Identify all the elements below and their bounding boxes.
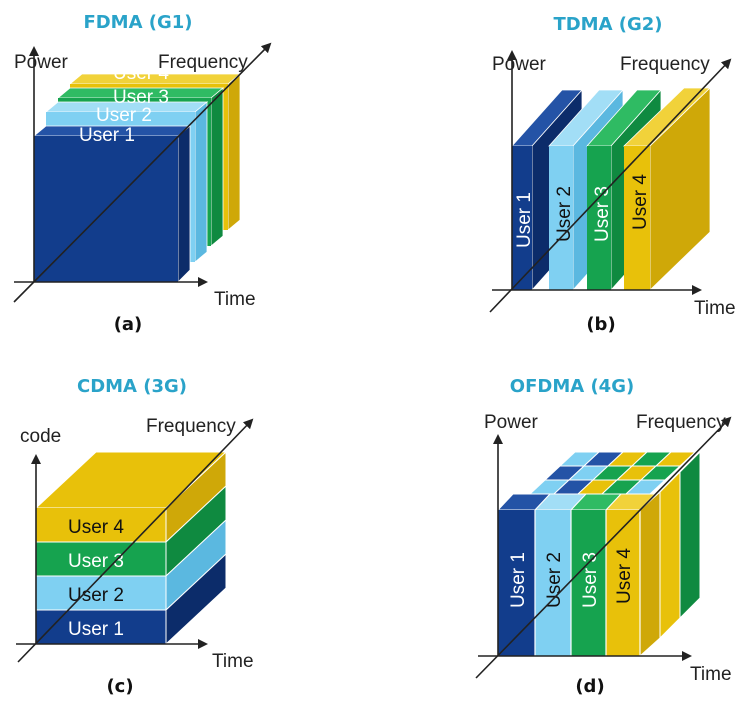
- cdma-block: [34, 450, 228, 646]
- panel-c-title: CDMA (3G): [77, 376, 187, 397]
- ofdma-user1-label: User 1: [508, 552, 529, 608]
- ofdma-grid: [496, 450, 701, 658]
- panel-fdma: FDMA (G1) Power Frequency User 4 User 3 …: [13, 12, 272, 335]
- fdma-user3-label: User 3: [113, 87, 169, 108]
- ofdma-column-user3: [571, 510, 606, 656]
- panel-c-sublabel: (c): [106, 676, 133, 697]
- fdma-user1-label: User 1: [79, 125, 135, 146]
- panel-c-y-axis-label: code: [20, 426, 61, 447]
- panel-b-z-axis: [489, 58, 732, 313]
- panel-c-z-axis: [17, 418, 254, 663]
- panel-a-sublabel: (a): [114, 314, 143, 335]
- ofdma-column-user1: [498, 510, 535, 656]
- panel-d-title: OFDMA (4G): [510, 376, 634, 397]
- tdma-user4-label: User 4: [630, 174, 651, 230]
- cdma-layer-user4: [36, 508, 166, 542]
- cdma-user2-label: User 2: [68, 585, 124, 606]
- panel-d-sublabel: (d): [575, 676, 604, 697]
- ofdma-column-user2: [535, 510, 571, 656]
- panel-ofdma: OFDMA (4G) Power Frequency: [475, 376, 732, 697]
- panel-c-z-axis-label: Frequency: [146, 416, 236, 437]
- fdma-user4-label: User 4: [113, 63, 169, 84]
- ofdma-user4-label: User 4: [614, 548, 635, 604]
- cdma-user4-label: User 4: [68, 517, 124, 538]
- panel-a-title: FDMA (G1): [83, 12, 192, 33]
- panel-b-sublabel: (b): [586, 314, 615, 335]
- panel-b-x-axis-label: Time: [694, 298, 736, 319]
- fdma-user2-label: User 2: [96, 105, 152, 126]
- panel-c-x-axis-label: Time: [212, 651, 254, 672]
- panel-d-x-axis-label: Time: [690, 664, 732, 685]
- cdma-layer-user1: [36, 610, 166, 644]
- panel-b-z-axis-label: Frequency: [620, 54, 710, 75]
- panel-d-z-axis-label: Frequency: [636, 412, 726, 433]
- cdma-layer-user2: [36, 576, 166, 610]
- cdma-user1-label: User 1: [68, 619, 124, 640]
- panel-cdma: CDMA (3G) code Frequency User 4 User 3 U…: [16, 376, 254, 697]
- panel-tdma: TDMA (G2) Power Frequency User 1 User 2 …: [489, 14, 736, 335]
- panel-b-title: TDMA (G2): [553, 14, 662, 35]
- panel-d-z-axis: [475, 416, 732, 679]
- ofdma-column-user4: [606, 510, 640, 656]
- panel-b-y-axis-label: Power: [492, 54, 547, 75]
- panel-a-z-axis: [13, 42, 272, 303]
- tdma-user1-label: User 1: [514, 192, 535, 248]
- cdma-layer-user3: [36, 542, 166, 576]
- panel-a-y-axis-label: Power: [14, 52, 69, 73]
- panel-a-x-axis-label: Time: [214, 289, 256, 310]
- ofdma-user2-label: User 2: [544, 552, 565, 608]
- panel-a-z-axis-label: Frequency: [158, 52, 248, 73]
- panel-d-y-axis-label: Power: [484, 412, 539, 433]
